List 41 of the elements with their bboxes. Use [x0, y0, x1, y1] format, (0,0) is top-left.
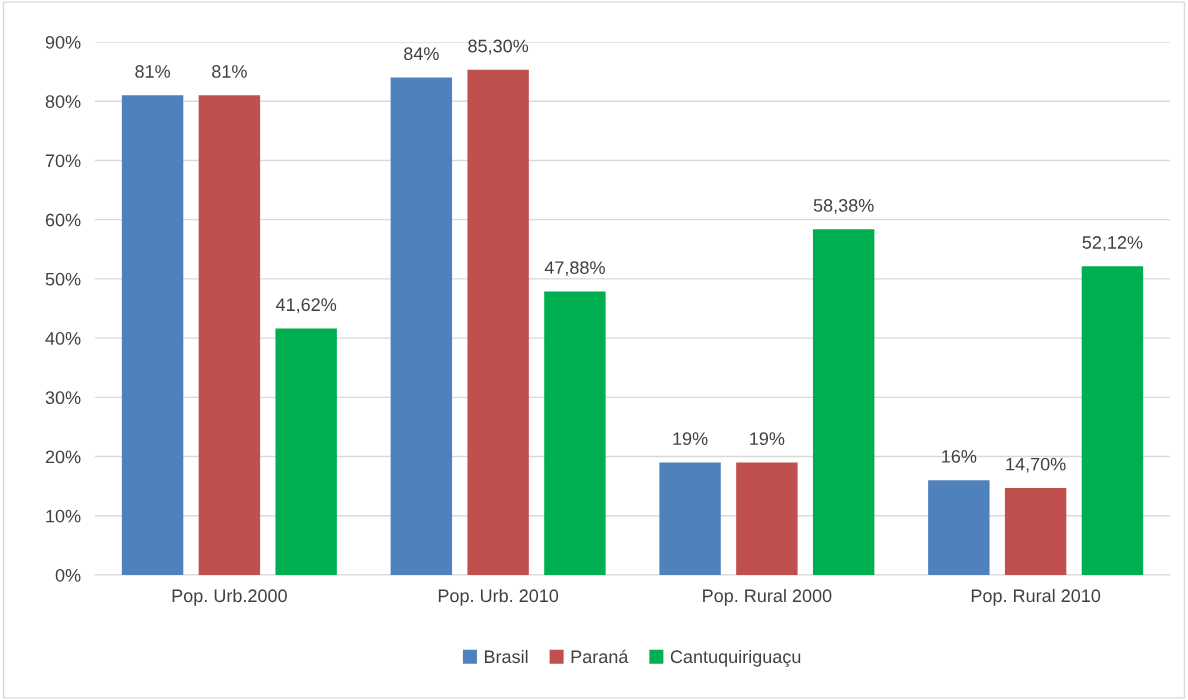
- bar: [1081, 266, 1144, 575]
- bar: [275, 328, 337, 575]
- bar: [544, 291, 606, 575]
- x-tick-label: Pop. Rural 2000: [703, 588, 832, 606]
- data-label: 58,38%: [813, 199, 874, 214]
- y-tick-label: 80%: [45, 95, 81, 108]
- bar: [659, 462, 721, 575]
- bar: [736, 462, 798, 575]
- legend-label: Cantuquiriguaçu: [670, 649, 801, 667]
- y-tick-label: 50%: [45, 272, 81, 286]
- y-tick-label: 60%: [45, 213, 81, 227]
- x-tick-label: Pop. Urb. 2010: [438, 588, 559, 606]
- bar: [467, 69, 529, 575]
- bar: [198, 95, 261, 575]
- data-label: 16%: [942, 450, 977, 463]
- data-label: 14,70%: [1006, 457, 1066, 473]
- bar: [928, 480, 990, 575]
- data-label: 19%: [750, 432, 785, 446]
- data-label: 81%: [212, 65, 247, 78]
- bar: [121, 95, 184, 575]
- y-tick-label: 70%: [45, 154, 81, 168]
- bar: [390, 77, 453, 575]
- y-tick-label: 20%: [45, 450, 81, 464]
- y-tick-label: 30%: [45, 391, 81, 405]
- x-tick-label: Pop. Rural 2010: [971, 588, 1101, 606]
- legend-label: Paraná: [571, 649, 629, 664]
- legend-label: Brasil: [484, 649, 528, 664]
- data-label: 84%: [404, 47, 439, 61]
- y-tick-label: 40%: [45, 332, 81, 345]
- x-tick-label: Pop. Urb.2000: [172, 588, 287, 606]
- data-label: 41,62%: [275, 298, 337, 314]
- bar: [812, 229, 875, 575]
- y-tick-label: 90%: [45, 35, 81, 49]
- data-label: 19%: [673, 432, 708, 446]
- data-label: 81%: [135, 65, 171, 78]
- data-label: 47,88%: [544, 261, 605, 277]
- bar: [1004, 487, 1067, 575]
- data-label: 52,12%: [1082, 236, 1143, 252]
- y-tick-label: 10%: [46, 509, 81, 523]
- y-tick-label: 0%: [55, 568, 81, 582]
- data-label: 85,30%: [468, 39, 529, 55]
